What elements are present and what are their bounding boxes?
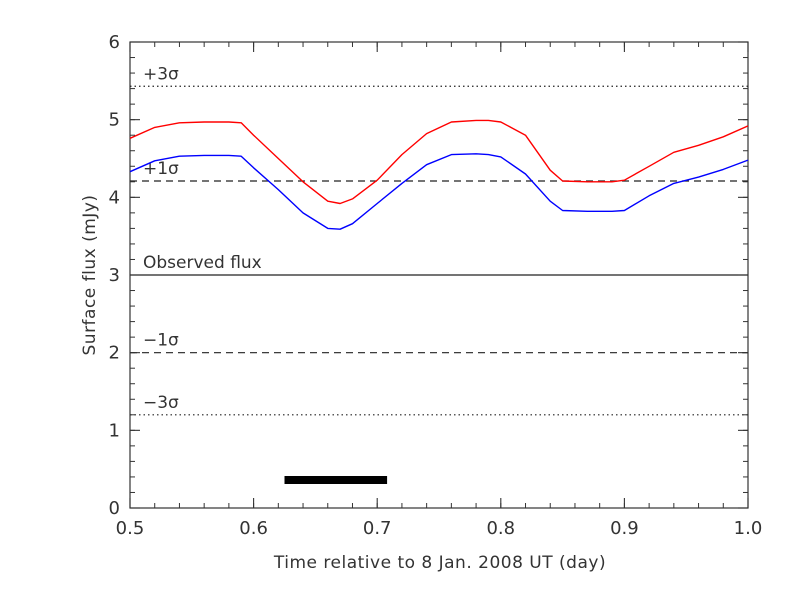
x-tick-label: 0.6 (239, 518, 268, 539)
reference-line-label: +1σ (143, 159, 179, 179)
x-tick-label: 1.0 (734, 518, 763, 539)
reference-lines: +3σ +1σ Observed flux −1σ −3σ (130, 64, 748, 416)
y-axis-label: Surface flux (mJy) (80, 194, 100, 355)
series-line-1 (129, 119, 749, 205)
reference-line-label: Observed flux (143, 253, 262, 273)
y-tick-label: 6 (109, 32, 120, 53)
y-tick-label: 0 (109, 498, 120, 519)
series-line-2 (129, 153, 749, 230)
y-tick-label: 4 (109, 187, 120, 208)
reference-line-label: −1σ (143, 331, 179, 351)
axis-ticks: 0.5 0.6 0.7 0.8 0.9 1.0 0 1 2 3 4 5 6 (109, 32, 763, 539)
y-tick-label: 3 (109, 265, 120, 286)
series-group (129, 119, 749, 230)
x-tick-label: 0.8 (486, 518, 515, 539)
x-tick-label: 0.5 (116, 518, 145, 539)
y-tick-label: 5 (109, 110, 120, 131)
reference-line-label: −3σ (143, 393, 179, 413)
y-tick-label: 1 (109, 420, 120, 441)
reference-line-label: +3σ (143, 64, 179, 84)
y-tick-label: 2 (109, 343, 120, 364)
x-axis-label: Time relative to 8 Jan. 2008 UT (day) (273, 553, 606, 573)
x-tick-label: 0.9 (610, 518, 639, 539)
x-tick-label: 0.7 (363, 518, 392, 539)
